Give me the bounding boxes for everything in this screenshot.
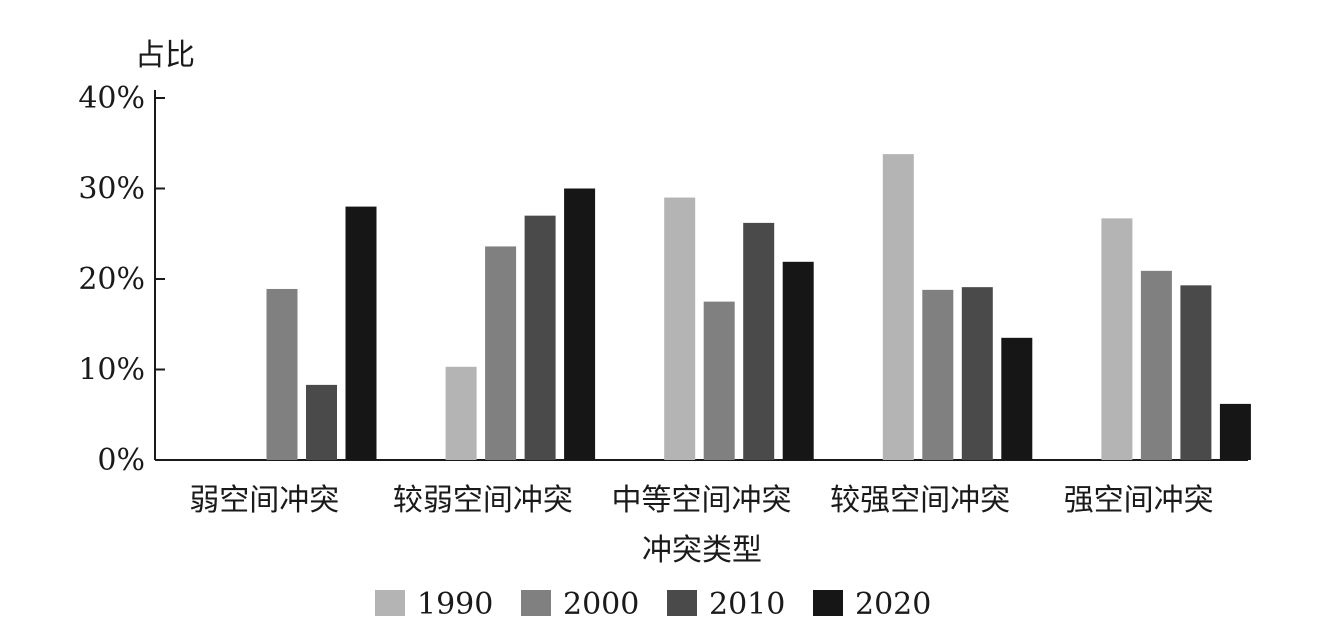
legend: 1990 2000 2010 2020 bbox=[375, 587, 931, 622]
bar-2000-0 bbox=[266, 288, 298, 460]
bar-2020-1 bbox=[564, 188, 596, 460]
legend-swatch-2000 bbox=[521, 590, 551, 616]
bar-2010-4 bbox=[1180, 285, 1212, 460]
legend-swatch-2020 bbox=[813, 590, 843, 616]
bars bbox=[266, 154, 1251, 461]
bar-1990-2 bbox=[664, 197, 696, 461]
bar-2020-2 bbox=[782, 261, 814, 460]
bar-2020-0 bbox=[345, 206, 377, 460]
y-tick-label: 10% bbox=[78, 353, 145, 388]
x-axis-title: 冲突类型 bbox=[642, 533, 762, 568]
y-tick-label: 40% bbox=[78, 81, 145, 116]
bar-2010-3 bbox=[961, 287, 993, 460]
bar-1990-3 bbox=[882, 154, 914, 461]
x-tick-label: 弱空间冲突 bbox=[189, 483, 339, 518]
axes bbox=[154, 90, 1248, 461]
y-tick-label: 20% bbox=[78, 262, 145, 297]
legend-swatch-2010 bbox=[667, 590, 697, 616]
bar-2000-2 bbox=[703, 301, 735, 460]
bar-2000-4 bbox=[1140, 270, 1172, 460]
legend-label: 1990 bbox=[417, 587, 493, 622]
x-tick-label: 中等空间冲突 bbox=[612, 483, 792, 518]
x-tick-label: 较强空间冲突 bbox=[830, 483, 1010, 518]
bar-2010-1 bbox=[524, 215, 556, 460]
bar-2000-1 bbox=[485, 246, 517, 460]
y-tick-label: 30% bbox=[78, 172, 145, 207]
bar-1990-1 bbox=[445, 366, 477, 460]
bar-1990-4 bbox=[1101, 218, 1133, 460]
bar-2010-0 bbox=[306, 384, 337, 460]
y-axis-title: 占比 bbox=[135, 38, 195, 73]
y-tick-label: 0% bbox=[97, 443, 145, 478]
legend-label: 2010 bbox=[709, 587, 785, 622]
bar-2020-4 bbox=[1219, 403, 1251, 460]
x-tick-label: 强空间冲突 bbox=[1064, 483, 1214, 518]
legend-swatch-1990 bbox=[375, 590, 405, 616]
bar-2020-3 bbox=[1001, 337, 1033, 460]
legend-label: 2020 bbox=[855, 587, 931, 622]
x-tick-labels: 弱空间冲突 较弱空间冲突 中等空间冲突 较强空间冲突 强空间冲突 bbox=[189, 483, 1213, 518]
bar-2010-2 bbox=[743, 222, 775, 460]
legend-label: 2000 bbox=[563, 587, 639, 622]
bar-2000-3 bbox=[922, 289, 954, 460]
x-tick-label: 较弱空间冲突 bbox=[393, 483, 573, 518]
y-ticks: 0% 10% 20% 30% 40% bbox=[78, 81, 165, 478]
